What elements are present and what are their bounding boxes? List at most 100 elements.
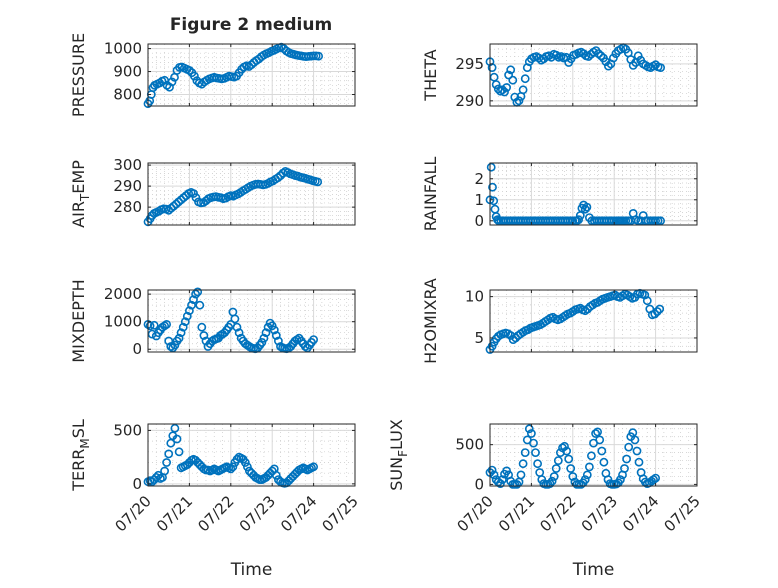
y-axis-label: AIRTEMP xyxy=(69,160,92,228)
data-point xyxy=(259,333,269,343)
data-point xyxy=(497,475,507,484)
data-point xyxy=(585,462,594,472)
data-point xyxy=(634,457,644,467)
axes-frame xyxy=(147,423,356,487)
data-point xyxy=(193,287,203,297)
data-point xyxy=(562,446,571,456)
data-point xyxy=(314,51,323,61)
data-point xyxy=(179,193,188,203)
axes-frame xyxy=(489,162,698,226)
data-point xyxy=(247,60,256,70)
data-point xyxy=(655,304,665,314)
subplot-mixdepth: 0 1000 2000 MIXDEPTH xyxy=(69,279,356,363)
data-point xyxy=(518,85,528,95)
data-point xyxy=(145,321,155,331)
data-point xyxy=(512,479,522,489)
data-point xyxy=(273,173,283,183)
y-tick-label: 1000 xyxy=(104,313,142,331)
y-tick-label: 280 xyxy=(113,198,142,216)
data-point xyxy=(232,454,242,464)
data-point xyxy=(520,448,530,457)
data-point xyxy=(226,464,236,474)
data-point xyxy=(547,476,557,486)
data-point xyxy=(164,336,174,346)
data-point xyxy=(504,70,513,80)
data-point xyxy=(151,472,161,482)
x-tick-label: 07/21 xyxy=(495,492,538,535)
y-tick-label: 300 xyxy=(113,156,142,174)
data-point xyxy=(267,321,277,331)
data-point xyxy=(587,451,596,461)
data-point xyxy=(568,472,578,481)
data-point xyxy=(174,197,183,207)
data-point xyxy=(560,441,569,451)
x-tick-label: 07/20 xyxy=(112,492,155,535)
data-point xyxy=(234,328,244,338)
data-point xyxy=(257,337,267,347)
data-point xyxy=(633,51,643,61)
data-point xyxy=(176,195,186,205)
y-tick-label: 10 xyxy=(465,288,484,306)
data-point xyxy=(506,65,516,75)
data-point xyxy=(622,454,631,464)
data-point xyxy=(176,328,186,338)
subplot-air-temp: 280 290 300 AIRTEMP xyxy=(69,156,356,228)
data-point xyxy=(591,429,600,438)
subplot-theta: 290 295 THETA xyxy=(421,43,698,110)
x-tick-label: 07/24 xyxy=(277,492,320,535)
data-point xyxy=(514,96,524,106)
y-axis-label: RAINFALL xyxy=(421,157,440,232)
data-point xyxy=(491,80,501,89)
y-tick-label: 5 xyxy=(474,329,484,347)
data-point xyxy=(232,322,242,332)
data-point xyxy=(531,448,540,457)
x-tick-label: 07/24 xyxy=(619,492,662,535)
y-tick-label: 500 xyxy=(113,421,142,439)
data-point xyxy=(184,66,194,75)
data-point xyxy=(549,472,559,481)
data-point xyxy=(551,464,561,473)
data-point xyxy=(656,63,665,72)
subplot-sun-flux: 0 500 SUNFLUX 07/2007/2107/2207/2307/2407/2… xyxy=(387,419,704,580)
y-tick-label: 0 xyxy=(474,212,484,230)
subplot-terr-msl: 0 500 TERRMSL 07/2007/2107/2207/2307/2407/2… xyxy=(69,419,362,580)
data-point xyxy=(174,333,184,343)
data-point xyxy=(180,317,190,327)
data-point xyxy=(228,462,238,472)
data-point xyxy=(166,203,176,213)
data-point xyxy=(599,457,609,467)
x-axis-label: Time xyxy=(572,560,615,580)
y-axis-label: SUNFLUX xyxy=(387,419,410,491)
data-point xyxy=(502,83,511,92)
data-point xyxy=(593,427,602,437)
data-point xyxy=(230,314,240,324)
y-tick-label: 1000 xyxy=(104,40,142,58)
data-point xyxy=(199,331,209,340)
data-point xyxy=(184,306,194,316)
data-point xyxy=(197,322,207,332)
data-point xyxy=(650,309,660,319)
data-point xyxy=(488,182,497,192)
axes-frame xyxy=(147,43,356,107)
y-tick-label: 295 xyxy=(455,55,484,73)
data-point xyxy=(170,423,180,433)
figure-title: Figure 2 medium xyxy=(170,15,332,35)
data-point xyxy=(189,71,199,81)
axes-frame xyxy=(489,289,698,353)
data-point xyxy=(500,87,509,97)
x-axis-label: Time xyxy=(230,560,273,580)
data-point xyxy=(269,325,279,335)
data-point xyxy=(527,429,536,438)
axes-frame xyxy=(489,423,698,487)
data-point xyxy=(520,74,530,84)
data-point xyxy=(529,438,538,448)
data-point xyxy=(551,50,561,60)
data-point xyxy=(486,162,496,172)
data-point xyxy=(487,341,497,351)
data-point xyxy=(187,300,196,310)
data-point xyxy=(182,311,192,321)
subplot-pressure: 800 900 1000 PRESSURE xyxy=(69,33,356,117)
subplot-h2omixra: 5 10 H2OMIXRA xyxy=(421,278,698,364)
